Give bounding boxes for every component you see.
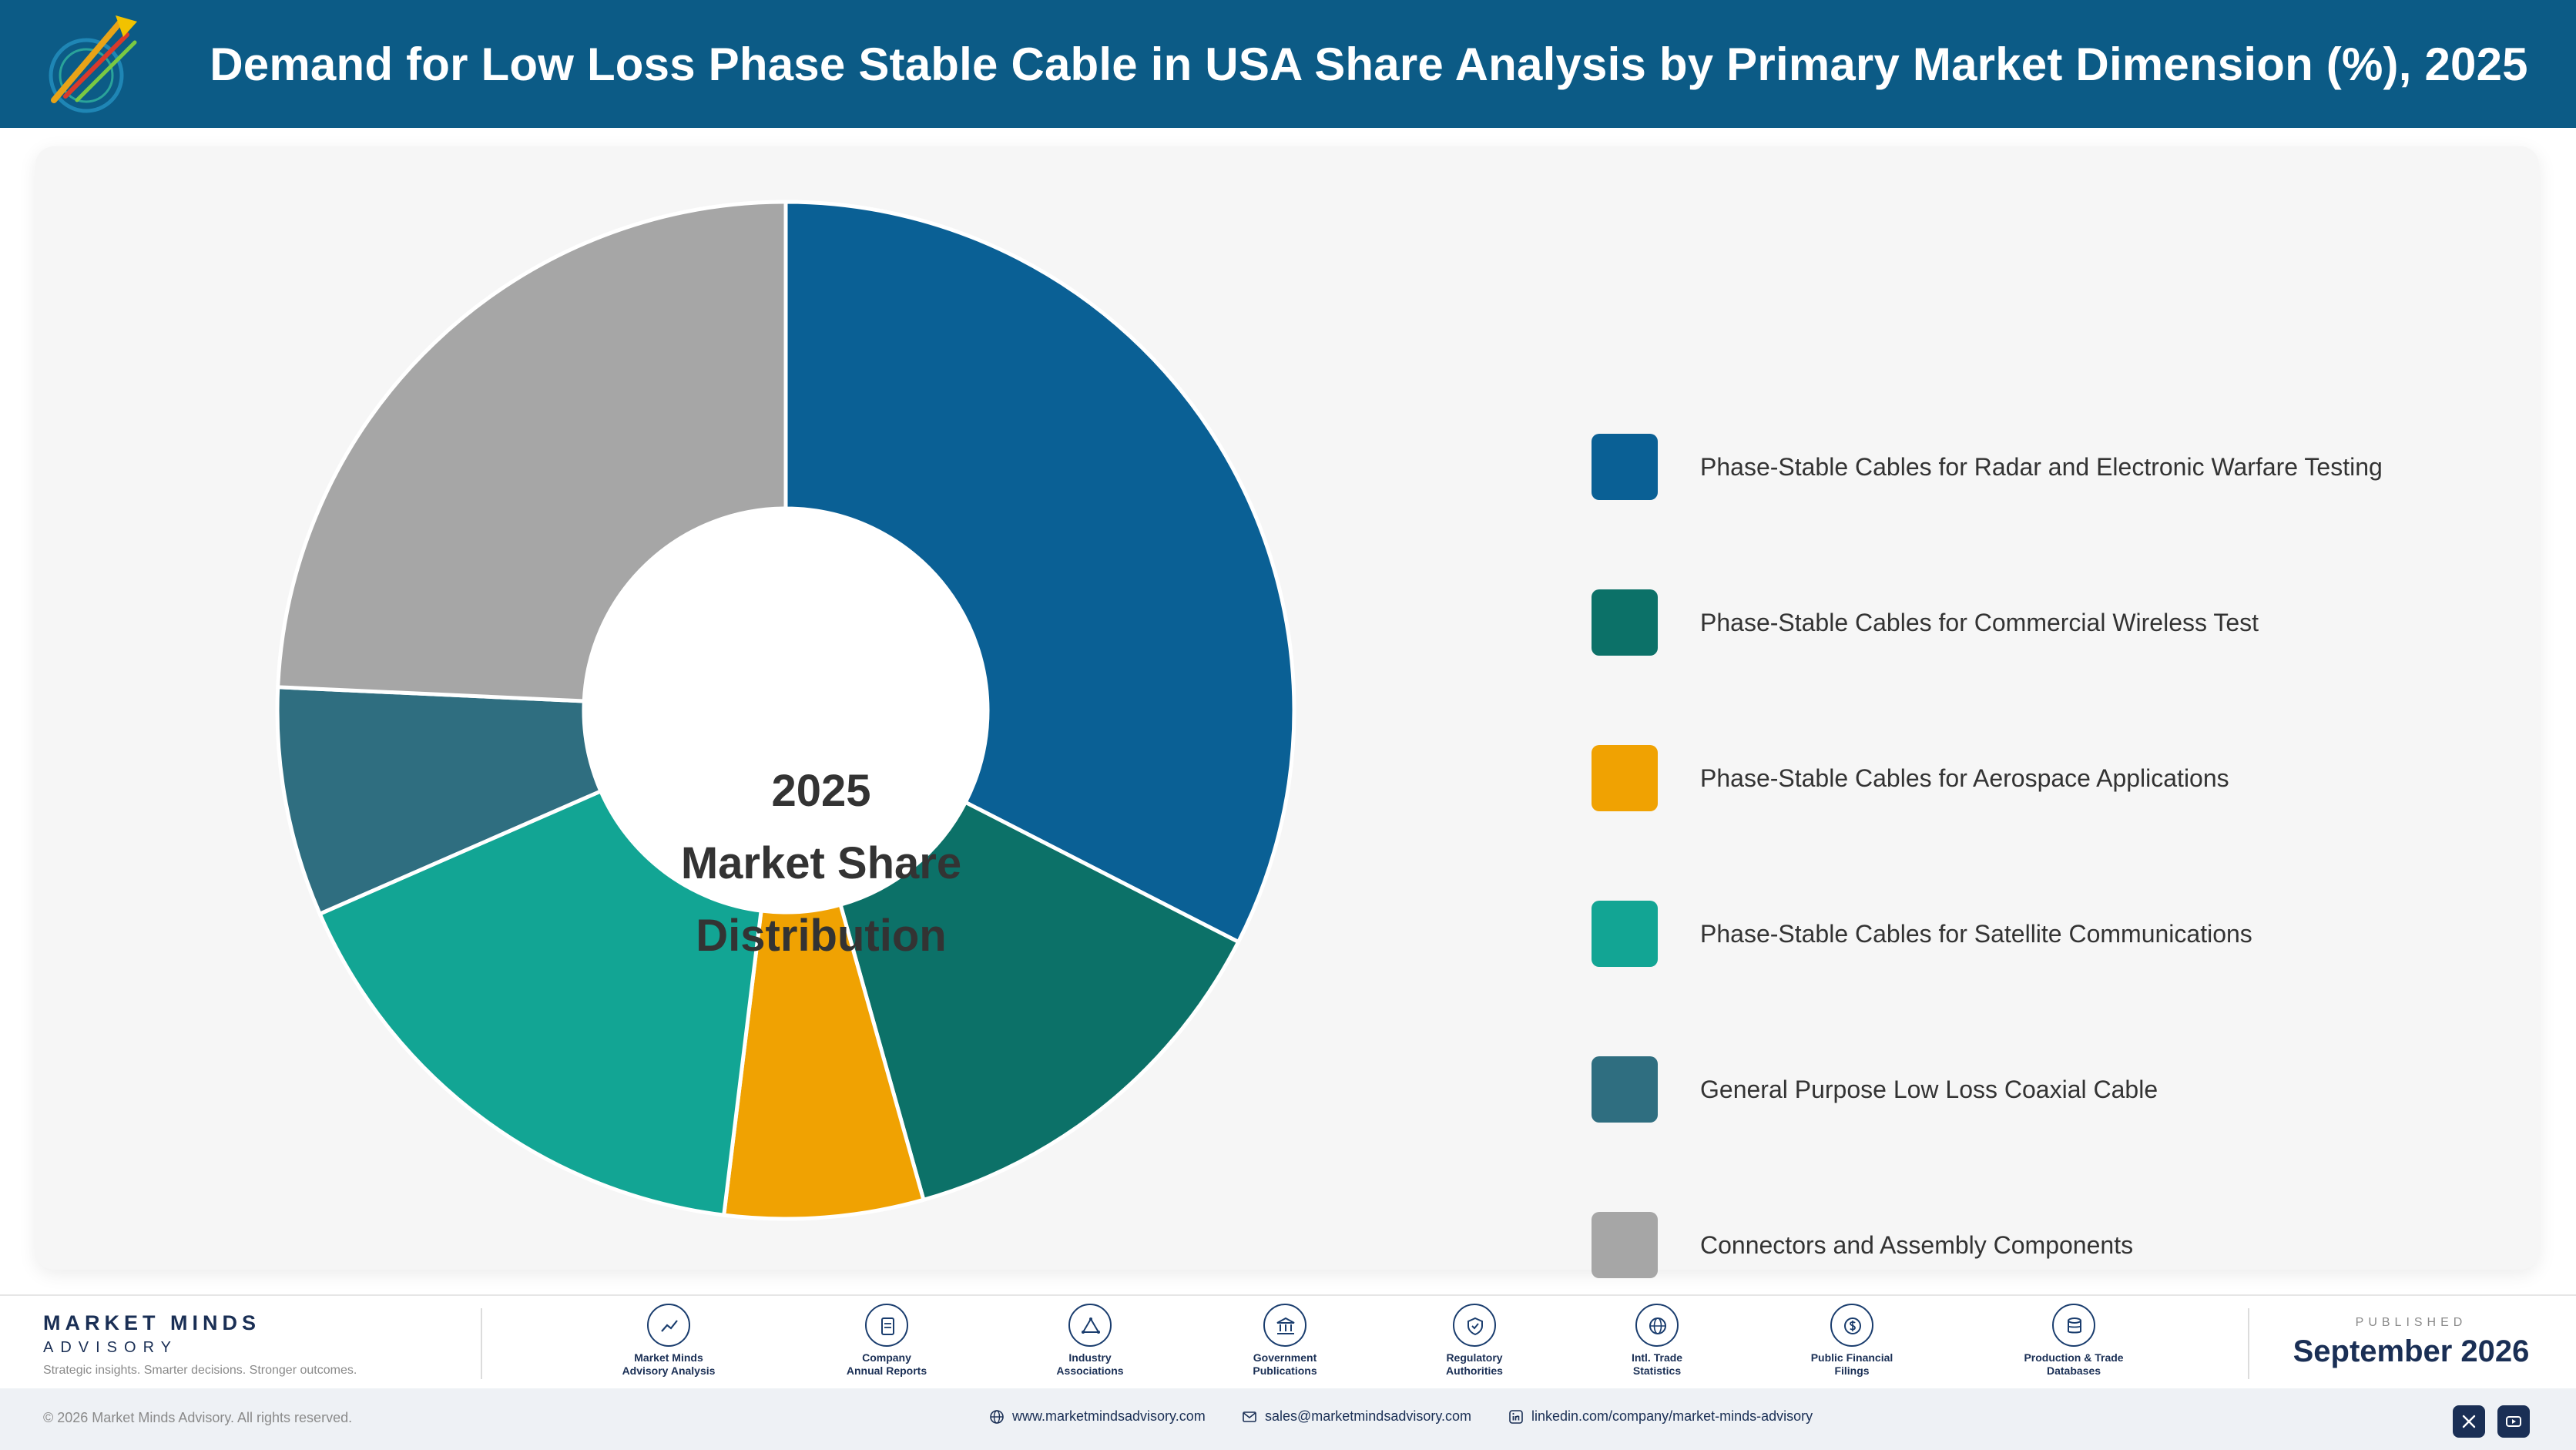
legend-swatch (1592, 745, 1658, 811)
mail-icon (1243, 1411, 1256, 1422)
legend-item: General Purpose Low Loss Coaxial Cable (1592, 1056, 2158, 1123)
website-link[interactable]: www.marketmindsadvisory.com (989, 1408, 1206, 1425)
chart-line-icon (647, 1304, 690, 1347)
company-logo (49, 15, 137, 113)
youtube-icon (2506, 1416, 2521, 1427)
legend-label: Phase-Stable Cables for Radar and Electr… (1700, 452, 2383, 481)
header-banner: Demand for Low Loss Phase Stable Cable i… (0, 0, 2576, 128)
website-text: www.marketmindsadvisory.com (1012, 1408, 1206, 1424)
legend-label: Phase-Stable Cables for Commercial Wirel… (1700, 608, 2259, 636)
linkedin-text: linkedin.com/company/market-minds-adviso… (1531, 1408, 1813, 1424)
source-label: Government Publications (1253, 1351, 1317, 1377)
bottom-bar: © 2026 Market Minds Advisory. All rights… (0, 1388, 2576, 1450)
legend-swatch (1592, 589, 1658, 656)
x-icon (2462, 1415, 2476, 1428)
source-item: Company Annual Reports (810, 1304, 964, 1378)
pie-slice-4 (317, 788, 763, 1217)
source-label: Public Financial Filings (1810, 1351, 1893, 1377)
linkedin-icon (1509, 1409, 1523, 1424)
footer-band: MARKET MINDS ADVISORY Strategic insights… (0, 1294, 2576, 1388)
source-label: Intl. Trade Statistics (1631, 1351, 1683, 1377)
brand-name: MARKET MINDS (43, 1311, 260, 1334)
page-title: Demand for Low Loss Phase Stable Cable i… (210, 38, 2528, 90)
pie-slice-3 (721, 902, 926, 1221)
legend-label: Connectors and Assembly Components (1700, 1230, 2134, 1259)
donut-hole (585, 510, 986, 911)
center-label-line2: Market Share (680, 838, 962, 888)
x-social-button[interactable] (2453, 1405, 2485, 1438)
document-icon (865, 1304, 908, 1347)
published-label: PUBLISHED (2355, 1316, 2467, 1329)
source-item: Regulatory Authorities (1397, 1304, 1551, 1378)
legend-swatch (1592, 434, 1658, 500)
legend-item: Connectors and Assembly Components (1592, 1211, 2133, 1279)
brand-tagline: Strategic insights. Smarter decisions. S… (43, 1364, 357, 1377)
source-label: Market Minds Advisory Analysis (622, 1351, 716, 1377)
source-item: Market Minds Advisory Analysis (592, 1304, 746, 1378)
source-item: Intl. Trade Statistics (1580, 1304, 1734, 1378)
legend-item: Phase-Stable Cables for Aerospace Applic… (1592, 744, 2229, 812)
legend-swatch (1592, 901, 1658, 967)
source-label: Production & Trade Databases (2024, 1351, 2124, 1377)
source-label: Industry Associations (1056, 1351, 1124, 1377)
center-label-year: 2025 (771, 766, 871, 816)
linkedin-link[interactable]: linkedin.com/company/market-minds-adviso… (1508, 1408, 1813, 1425)
pie-slice-6 (276, 200, 788, 703)
shield-icon (1453, 1304, 1496, 1347)
globe-icon (990, 1409, 1004, 1424)
footer-divider-left (481, 1308, 482, 1379)
source-item: Public Financial Filings (1775, 1304, 1929, 1378)
legend-item: Phase-Stable Cables for Radar and Electr… (1592, 433, 2383, 501)
source-item: Production & Trade Databases (1997, 1304, 2151, 1378)
pie-slice-2 (837, 799, 1241, 1203)
brand-subtitle: ADVISORY (43, 1339, 178, 1356)
source-item: Government Publications (1208, 1304, 1362, 1378)
source-label: Regulatory Authorities (1446, 1351, 1503, 1377)
chart-center-label: 2025 Market Share Distribution (667, 755, 975, 972)
email-link[interactable]: sales@marketmindsadvisory.com (1242, 1408, 1471, 1425)
pie-slice-1 (783, 200, 1296, 945)
pie-chart (275, 200, 1296, 1221)
globe-icon (1635, 1304, 1679, 1347)
center-label-line3: Distribution (696, 911, 947, 961)
legend-swatch (1592, 1212, 1658, 1278)
source-item: Industry Associations (1013, 1304, 1167, 1378)
source-label: Company Annual Reports (846, 1351, 927, 1377)
published-date: September 2026 (2293, 1334, 2530, 1368)
copyright-text: © 2026 Market Minds Advisory. All rights… (43, 1410, 353, 1425)
building-icon (1263, 1304, 1306, 1347)
legend-item: Phase-Stable Cables for Satellite Commun… (1592, 900, 2252, 968)
legend-item: Phase-Stable Cables for Commercial Wirel… (1592, 589, 2259, 656)
chart-card: 2025 Market Share Distribution Phase-Sta… (35, 146, 2539, 1278)
pie-slice-5 (275, 685, 604, 917)
legend-label: Phase-Stable Cables for Aerospace Applic… (1700, 764, 2229, 792)
legend-label: Phase-Stable Cables for Satellite Commun… (1700, 919, 2252, 948)
youtube-social-button[interactable] (2497, 1405, 2530, 1438)
network-icon (1068, 1304, 1112, 1347)
email-text: sales@marketmindsadvisory.com (1265, 1408, 1472, 1424)
legend-swatch (1592, 1056, 1658, 1123)
legend-label: General Purpose Low Loss Coaxial Cable (1700, 1075, 2158, 1103)
dollar-icon (1830, 1304, 1873, 1347)
database-icon (2052, 1304, 2095, 1347)
footer-divider-right (2248, 1308, 2249, 1379)
